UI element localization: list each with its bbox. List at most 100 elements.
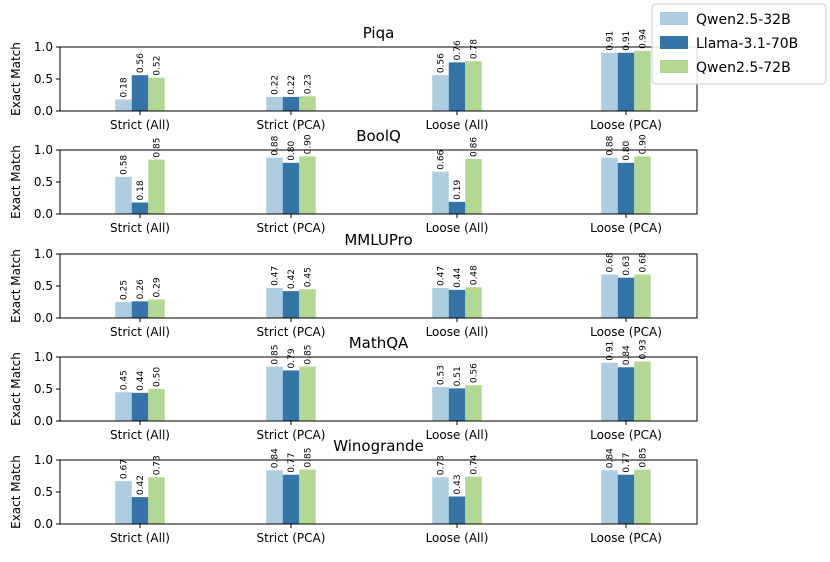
piqa-bar-label-llama-3-1-70b-0: 0.56 (136, 53, 146, 73)
piqa-bar-label-llama-3-1-70b-3: 0.91 (622, 31, 632, 51)
boolq-bar-llama-3-1-70b-3 (617, 162, 635, 214)
mathqa-bar-label-llama-3-1-70b-3: 0.84 (622, 345, 632, 365)
mathqa-x-tick-label-2: Loose (All) (426, 428, 489, 442)
piqa-y-axis-label: Exact Match (9, 42, 23, 116)
winogrande-bar-llama-3-1-70b-0 (131, 497, 149, 524)
mmlupro-bar-label-qwen2-5-72b-3: 0.68 (639, 252, 649, 272)
piqa-bar-label-llama-3-1-70b-2: 0.76 (453, 40, 463, 60)
boolq-bar-label-qwen2-5-72b-3: 0.90 (639, 134, 649, 154)
mmlupro-y-axis-label: Exact Match (9, 249, 23, 323)
piqa-y-tick-label-0: 0.0 (34, 104, 53, 118)
boolq-bar-label-qwen2-5-32b-0: 0.58 (120, 155, 130, 175)
winogrande-bar-label-qwen2-5-72b-0: 0.73 (153, 455, 163, 475)
mmlupro-bar-qwen2-5-72b-2 (465, 287, 482, 318)
winogrande-bar-label-qwen2-5-32b-0: 0.67 (120, 459, 130, 479)
mathqa-bar-qwen2-5-32b-2 (432, 387, 449, 421)
mathqa-bar-qwen2-5-32b-3 (601, 362, 618, 421)
boolq-x-tick-label-0: Strict (All) (110, 221, 170, 235)
piqa-bar-label-qwen2-5-72b-1: 0.23 (304, 74, 314, 94)
boolq-y-tick-label-0: 0.0 (34, 207, 53, 221)
mathqa-bar-label-qwen2-5-72b-3: 0.93 (639, 339, 649, 359)
mmlupro-bar-label-llama-3-1-70b-2: 0.44 (453, 268, 463, 288)
mmlupro-bar-label-llama-3-1-70b-1: 0.42 (287, 269, 297, 289)
mmlupro-bar-llama-3-1-70b-1 (282, 291, 300, 318)
piqa-bar-label-qwen2-5-32b-2: 0.56 (437, 53, 447, 73)
winogrande-title: Winogrande (333, 437, 424, 455)
mmlupro-bar-label-qwen2-5-72b-2: 0.48 (470, 265, 480, 285)
winogrande-x-tick-label-3: Loose (PCA) (590, 531, 662, 545)
piqa-bar-llama-3-1-70b-1 (282, 96, 300, 111)
mathqa-bar-qwen2-5-72b-1 (299, 366, 316, 421)
winogrande-x-tick-label-1: Strict (PCA) (257, 531, 326, 545)
mathqa-bar-llama-3-1-70b-0 (131, 392, 149, 421)
piqa-bar-qwen2-5-32b-3 (601, 52, 618, 111)
boolq-x-tick-label-2: Loose (All) (426, 221, 489, 235)
winogrande-bar-qwen2-5-32b-2 (432, 477, 449, 524)
piqa-bar-llama-3-1-70b-3 (617, 52, 635, 111)
mmlupro-y-tick-label-1: 0.5 (34, 279, 53, 293)
boolq-bar-llama-3-1-70b-0 (131, 202, 149, 214)
mmlupro-bar-label-qwen2-5-32b-2: 0.47 (437, 266, 447, 286)
mathqa-y-tick-label-1: 0.5 (34, 382, 53, 396)
mathqa-x-tick-label-1: Strict (PCA) (257, 428, 326, 442)
winogrande-x-tick-label-0: Strict (All) (110, 531, 170, 545)
piqa-bar-label-qwen2-5-72b-3: 0.94 (639, 29, 649, 49)
boolq-bar-qwen2-5-32b-3 (601, 157, 618, 214)
piqa-bar-qwen2-5-32b-0 (115, 99, 132, 111)
mathqa-bar-label-qwen2-5-72b-2: 0.56 (470, 363, 480, 383)
winogrande-bar-llama-3-1-70b-1 (282, 474, 300, 524)
mmlupro-bar-label-qwen2-5-32b-0: 0.25 (120, 280, 130, 300)
piqa-bar-label-qwen2-5-32b-1: 0.22 (271, 75, 281, 95)
boolq-bar-label-llama-3-1-70b-0: 0.18 (136, 180, 146, 200)
piqa-y-tick-label-2: 1.0 (34, 40, 53, 54)
piqa-bar-qwen2-5-72b-0 (148, 77, 165, 111)
mmlupro-bar-qwen2-5-72b-3 (634, 274, 651, 318)
boolq-bar-llama-3-1-70b-1 (282, 162, 300, 214)
legend-label-qwen2-5-72b: Qwen2.5-72B (696, 60, 791, 76)
mmlupro-bar-qwen2-5-32b-3 (601, 274, 618, 318)
boolq-bar-qwen2-5-72b-0 (148, 159, 165, 214)
mathqa-bar-qwen2-5-32b-1 (266, 366, 283, 421)
piqa-bar-label-qwen2-5-72b-0: 0.52 (153, 56, 163, 76)
winogrande-bar-label-qwen2-5-72b-1: 0.85 (304, 448, 314, 468)
mmlupro-bar-label-qwen2-5-72b-1: 0.45 (304, 267, 314, 287)
winogrande-bar-label-llama-3-1-70b-0: 0.42 (136, 475, 146, 495)
boolq-bar-llama-3-1-70b-2 (448, 201, 466, 214)
piqa-bar-qwen2-5-72b-2 (465, 61, 482, 111)
winogrande-bar-qwen2-5-72b-0 (148, 477, 165, 524)
piqa-bar-llama-3-1-70b-0 (131, 75, 149, 111)
mathqa-y-tick-label-2: 1.0 (34, 350, 53, 364)
winogrande-bar-llama-3-1-70b-3 (617, 474, 635, 524)
boolq-bar-label-llama-3-1-70b-3: 0.80 (622, 140, 632, 160)
mmlupro-y-tick-label-0: 0.0 (34, 311, 53, 325)
boolq-bar-label-llama-3-1-70b-1: 0.80 (287, 140, 297, 160)
winogrande-bar-qwen2-5-32b-0 (115, 481, 132, 524)
mathqa-bar-qwen2-5-72b-3 (634, 361, 651, 421)
mmlupro-bar-llama-3-1-70b-2 (448, 289, 466, 318)
mathqa-bar-label-llama-3-1-70b-2: 0.51 (453, 366, 463, 386)
mathqa-bar-label-qwen2-5-32b-0: 0.45 (120, 370, 130, 390)
piqa-bar-label-qwen2-5-32b-3: 0.91 (606, 31, 616, 51)
mathqa-y-axis-label: Exact Match (9, 352, 23, 426)
winogrande-x-tick-label-2: Loose (All) (426, 531, 489, 545)
piqa-title: Piqa (363, 24, 395, 42)
piqa-bar-llama-3-1-70b-2 (448, 62, 466, 111)
boolq-bar-label-qwen2-5-72b-1: 0.90 (304, 134, 314, 154)
mmlupro-bar-label-qwen2-5-32b-1: 0.47 (271, 266, 281, 286)
mathqa-bar-label-qwen2-5-72b-1: 0.85 (304, 345, 314, 365)
mathqa-bar-label-qwen2-5-72b-0: 0.50 (153, 367, 163, 387)
mmlupro-bar-label-llama-3-1-70b-3: 0.63 (622, 256, 632, 276)
boolq-bar-qwen2-5-32b-1 (266, 157, 283, 214)
boolq-bar-qwen2-5-72b-2 (465, 158, 482, 214)
winogrande-y-tick-label-2: 1.0 (34, 453, 53, 467)
winogrande-bar-qwen2-5-72b-1 (299, 469, 316, 524)
mmlupro-x-tick-label-3: Loose (PCA) (590, 325, 662, 339)
mmlupro-bar-qwen2-5-72b-0 (148, 299, 165, 318)
legend-swatch-llama-3-1-70b (660, 36, 688, 49)
legend-label-llama-3-1-70b: Llama-3.1-70B (696, 36, 798, 52)
boolq-bar-qwen2-5-72b-1 (299, 156, 316, 214)
winogrande-bar-llama-3-1-70b-2 (448, 496, 466, 524)
legend-box (651, 3, 827, 85)
